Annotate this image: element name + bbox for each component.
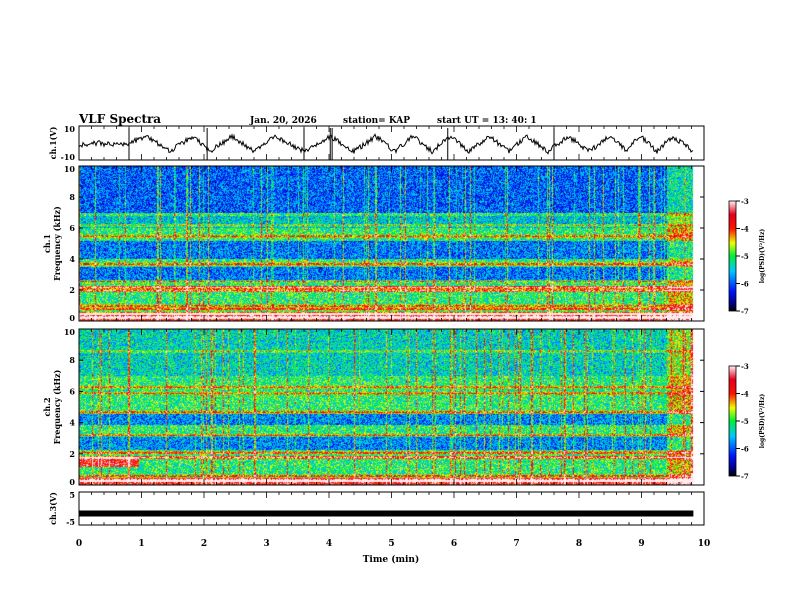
colorbar-tick-label: -5: [741, 417, 749, 426]
colorbar-label: log(PSD)(V²/Hz): [759, 229, 766, 284]
date-label: Jan. 20, 2026: [249, 116, 317, 126]
x-tick-label: 1: [138, 539, 144, 549]
x-tick-label: 9: [638, 539, 644, 549]
colorbar-frame: [728, 200, 737, 312]
x-tick-label: 6: [451, 539, 457, 549]
y-tick-label: 6: [69, 223, 75, 233]
y-axis-label: Frequency (kHz): [52, 369, 62, 444]
y-tick-label: 4: [69, 254, 75, 264]
y-tick-label: 0: [69, 313, 75, 323]
x-tick-label: 5: [388, 539, 394, 549]
colorbar-tick-label: -6: [741, 445, 749, 454]
y-tick-label: -5: [66, 517, 75, 527]
panel-channel-label: ch.1: [42, 234, 52, 253]
station-label: station= KAP: [343, 116, 410, 126]
y-tick-label: 10: [64, 124, 76, 134]
figure-title: VLF Spectra: [78, 112, 161, 126]
panel-channel-label: ch.2: [42, 397, 52, 416]
colorbar-frame: [728, 365, 737, 477]
x-tick-label: 4: [326, 539, 332, 549]
y-tick-label: 6: [69, 386, 75, 396]
y-axis-label: ch.1(V): [48, 126, 58, 159]
colorbar-label: log(PSD)(V²/Hz): [759, 394, 766, 449]
start-time-label: start UT = 13: 40: 1: [437, 116, 537, 126]
colorbar-tick-label: -4: [741, 390, 749, 399]
y-tick-label: 10: [64, 164, 76, 174]
colorbar-tick-label: -3: [741, 197, 749, 206]
panel-frame: [78, 165, 705, 322]
y-tick-label: 8: [69, 355, 75, 365]
y-tick-label: -10: [61, 152, 76, 162]
x-tick-label: 3: [263, 539, 269, 549]
y-tick-label: 2: [69, 449, 75, 459]
y-tick-label: 8: [69, 192, 75, 202]
colorbar-tick-label: -7: [741, 307, 749, 316]
ch1-spectrogram-image: [79, 166, 704, 321]
x-axis-label: Time (min): [363, 554, 420, 565]
y-axis-label: Frequency (kHz): [52, 206, 62, 281]
x-tick-label: 8: [576, 539, 582, 549]
y-axis-label: ch.3(V): [48, 492, 58, 525]
y-tick-label: 10: [64, 327, 76, 337]
panel-frame: [78, 328, 705, 486]
colorbar-tick-label: -5: [741, 252, 749, 261]
x-tick-label: 10: [698, 539, 711, 549]
colorbar-tick-label: -3: [741, 362, 749, 371]
ch1-waveform-line: [78, 133, 694, 155]
y-tick-label: 5: [69, 490, 75, 500]
ch2-spectrogram-image: [79, 329, 704, 485]
colorbar-tick-label: -7: [741, 472, 749, 481]
colorbar-tick-label: -4: [741, 225, 749, 234]
x-tick-label: 0: [76, 539, 82, 549]
y-tick-label: 0: [69, 477, 75, 487]
x-tick-label: 7: [513, 539, 519, 549]
ch1-colorbar: [729, 201, 736, 311]
ch2-colorbar: [729, 366, 736, 476]
colorbar-tick-label: -6: [741, 280, 749, 289]
y-tick-label: 4: [69, 418, 75, 428]
x-tick-label: 2: [201, 539, 207, 549]
y-tick-label: 2: [69, 285, 75, 295]
